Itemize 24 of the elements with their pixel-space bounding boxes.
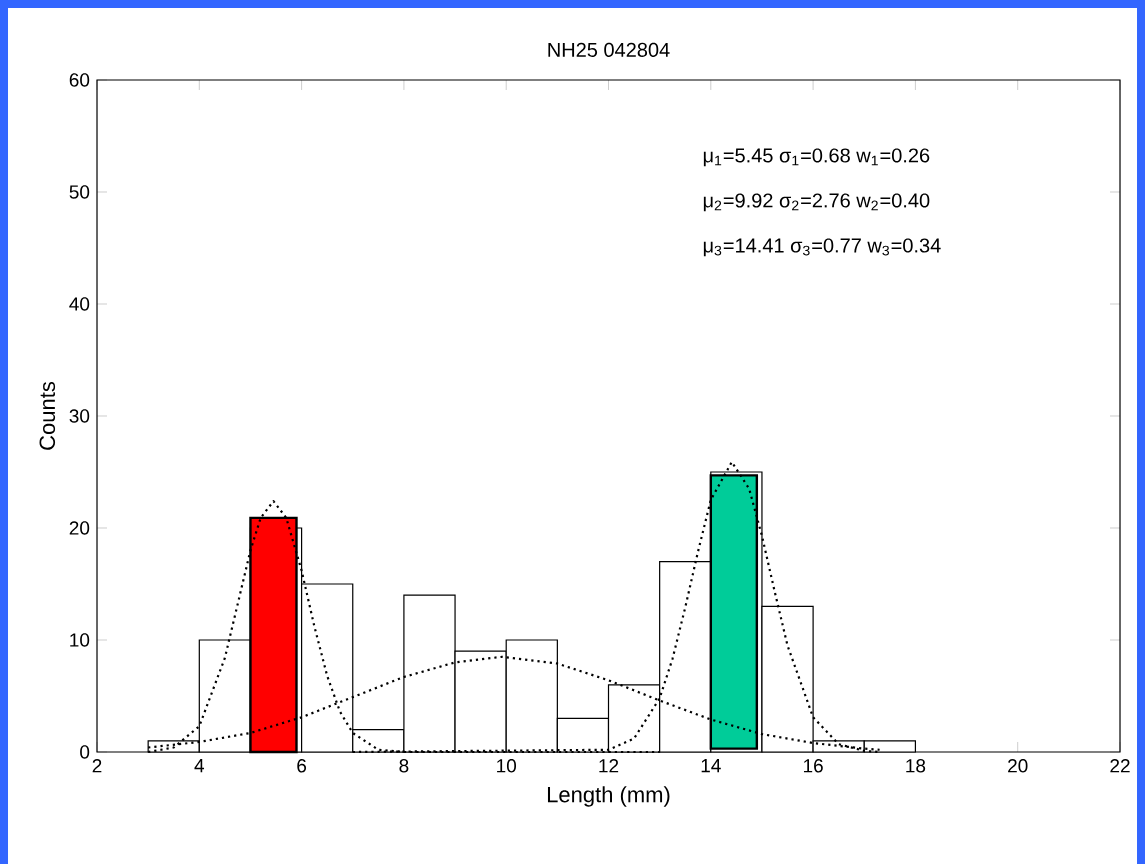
- x-tick-label: 16: [803, 759, 823, 773]
- y-tick-label: 0: [80, 745, 90, 759]
- chart-title: NH25 042804: [548, 42, 670, 57]
- annotation: μ$_{2}$=9.92 σ$_{2}$=2.76 w$_{2}$=0.40: [703, 193, 930, 212]
- annotation: μ$_{3}$=14.41 σ$_{3}$=0.77 w$_{3}$=0.34: [703, 238, 941, 257]
- y-tick-label: 40: [69, 297, 90, 311]
- x-tick-label: 6: [297, 759, 307, 773]
- x-tick-label: 10: [497, 759, 517, 773]
- x-tick-label: 22: [1110, 759, 1130, 773]
- x-tick-label: 4: [194, 759, 205, 773]
- x-tick-label: 14: [701, 759, 721, 773]
- y-axis-title: Counts: [39, 381, 56, 450]
- y-tick-label: 30: [69, 409, 90, 423]
- annotation: μ$_{1}$=5.45 σ$_{1}$=0.68 w$_{1}$=0.26: [703, 148, 930, 167]
- x-tick-label: 20: [1008, 759, 1028, 773]
- x-axis-title: Length (mm): [547, 786, 670, 807]
- y-tick-label: 20: [69, 521, 90, 535]
- y-tick-label: 50: [69, 185, 90, 199]
- x-tick-label: 2: [92, 759, 102, 773]
- y-tick-label: 10: [70, 633, 90, 647]
- x-tick-label: 12: [599, 759, 619, 773]
- x-tick-label: 18: [906, 759, 926, 773]
- y-tick-label: 60: [69, 73, 90, 87]
- x-tick-label: 8: [399, 759, 409, 773]
